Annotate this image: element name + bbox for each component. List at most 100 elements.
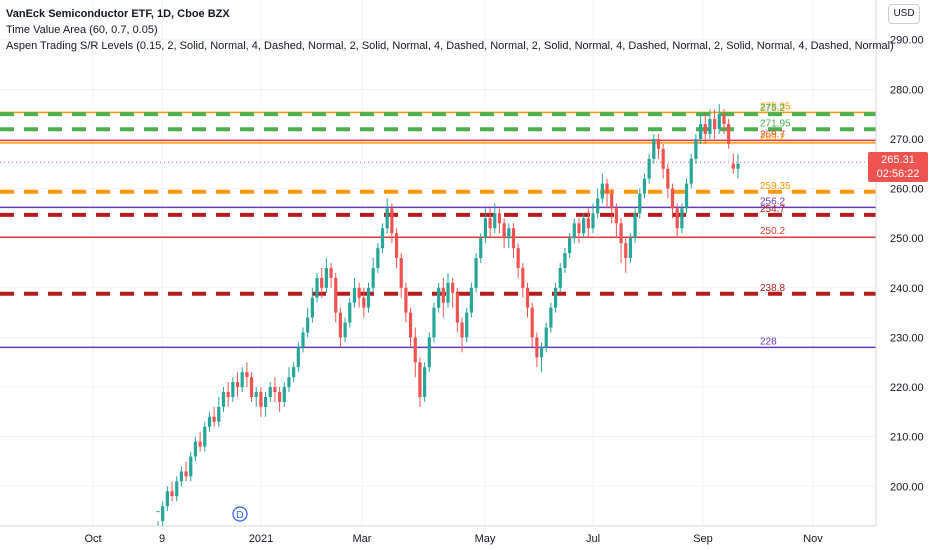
candle-body xyxy=(727,124,731,144)
indicator-time-value-area[interactable]: Time Value Area (60, 0.7, 0.05) xyxy=(6,24,158,36)
candle-body xyxy=(628,238,633,259)
candle-body xyxy=(320,277,324,288)
candle-body xyxy=(189,456,193,477)
x-axis-bg xyxy=(0,526,876,550)
candle-body xyxy=(455,292,459,323)
candle-body xyxy=(423,367,427,397)
candle-body xyxy=(362,297,366,308)
y-tick-label: 240.00 xyxy=(890,283,924,295)
candle-body xyxy=(287,377,291,388)
candle-body xyxy=(380,228,385,249)
candle-body xyxy=(399,258,403,288)
candle-body xyxy=(731,163,735,169)
candle-body xyxy=(184,471,188,477)
candle-body xyxy=(722,114,726,125)
candle-body xyxy=(170,491,174,497)
candle-body xyxy=(446,282,450,303)
currency-button[interactable]: USD xyxy=(888,4,920,24)
x-axis[interactable]: Oct 9 2021 Mar May Jul Sep Nov xyxy=(0,525,876,550)
x-tick-label: Sep xyxy=(693,533,713,545)
candle-body xyxy=(689,158,693,184)
candle-body xyxy=(212,416,216,422)
last-price-value: 265.31 xyxy=(881,154,915,167)
x-tick-label: Oct xyxy=(84,533,101,545)
candle-body xyxy=(652,138,656,159)
candle-body xyxy=(698,124,703,139)
candle-body xyxy=(619,223,623,244)
y-tick-label: 290.00 xyxy=(890,35,924,47)
y-axis-bg xyxy=(876,0,932,550)
candle-body xyxy=(352,287,357,303)
candle-body xyxy=(469,287,473,313)
sr-level-label: 271.95 xyxy=(760,118,791,129)
candle-body xyxy=(544,327,548,348)
candle-body xyxy=(535,337,539,358)
candle-body xyxy=(605,183,609,194)
level-labels: 275.35275.2271.95269.7269.2259.35256.225… xyxy=(760,101,791,347)
candle-body xyxy=(638,193,642,214)
candles xyxy=(156,104,740,526)
candle-body xyxy=(717,114,721,130)
candle-body xyxy=(479,238,483,259)
y-tick-label: 280.00 xyxy=(890,84,924,96)
candle-body xyxy=(553,287,558,308)
candle-body xyxy=(586,218,590,229)
y-tick-label: 210.00 xyxy=(890,432,924,444)
candle-body xyxy=(493,213,497,229)
candle-body xyxy=(245,372,249,378)
candle-body xyxy=(670,188,675,209)
candle-body xyxy=(334,277,338,313)
candle-body xyxy=(179,471,183,482)
candle-body xyxy=(666,168,670,189)
candle-body xyxy=(390,208,394,234)
last-price-tag: 265.31 02:56:22 xyxy=(868,152,928,183)
candle-body xyxy=(684,183,689,209)
candle-body xyxy=(268,387,272,397)
candle-body xyxy=(708,119,712,134)
candle-body xyxy=(259,392,263,407)
candle-body xyxy=(165,491,169,507)
candle-body xyxy=(385,208,389,229)
candle-body xyxy=(240,372,244,388)
candle-body xyxy=(207,416,212,427)
candle-body xyxy=(292,367,296,378)
candle-body xyxy=(198,441,202,447)
candle-body xyxy=(249,377,254,397)
x-tick-label: Mar xyxy=(353,533,372,545)
candle-body xyxy=(371,267,375,288)
candle-body xyxy=(408,312,413,338)
candle-body xyxy=(231,382,235,397)
candle-body xyxy=(675,208,679,229)
candle-body xyxy=(460,322,464,338)
symbol-title[interactable]: VanEck Semiconductor ETF, 1D, Cboe BZX xyxy=(6,8,230,20)
candle-body xyxy=(338,312,343,338)
dividend-marker[interactable]: D xyxy=(232,506,248,522)
candle-body xyxy=(193,441,198,457)
candle-body xyxy=(366,287,371,308)
candle-body xyxy=(278,392,282,402)
candle-body xyxy=(263,396,268,407)
candle-body xyxy=(549,307,553,328)
candle-body xyxy=(226,392,230,397)
indicator-sr-levels[interactable]: Aspen Trading S/R Levels (0.15, 2, Solid… xyxy=(6,40,894,52)
candle-body xyxy=(516,248,520,268)
candle-body xyxy=(175,481,179,497)
y-axis[interactable]: 200.00 210.00 220.00 230.00 240.00 250.00 260.… xyxy=(875,0,932,550)
candle-body xyxy=(465,312,469,338)
candle-body xyxy=(563,253,567,268)
x-tick-label: May xyxy=(475,533,496,545)
candle-body xyxy=(418,362,422,397)
candle-body xyxy=(661,148,665,169)
sr-level-label: 269.7 xyxy=(760,129,785,140)
candle-body xyxy=(713,119,717,130)
candle-body xyxy=(596,198,600,214)
dividend-circle[interactable] xyxy=(232,506,248,522)
candle-body xyxy=(343,322,347,338)
candle-body xyxy=(703,124,707,134)
candle-body xyxy=(394,233,399,259)
candle-body xyxy=(624,243,628,259)
candle-body xyxy=(217,406,221,422)
grid xyxy=(0,0,876,526)
y-tick-label: 260.00 xyxy=(890,184,924,196)
